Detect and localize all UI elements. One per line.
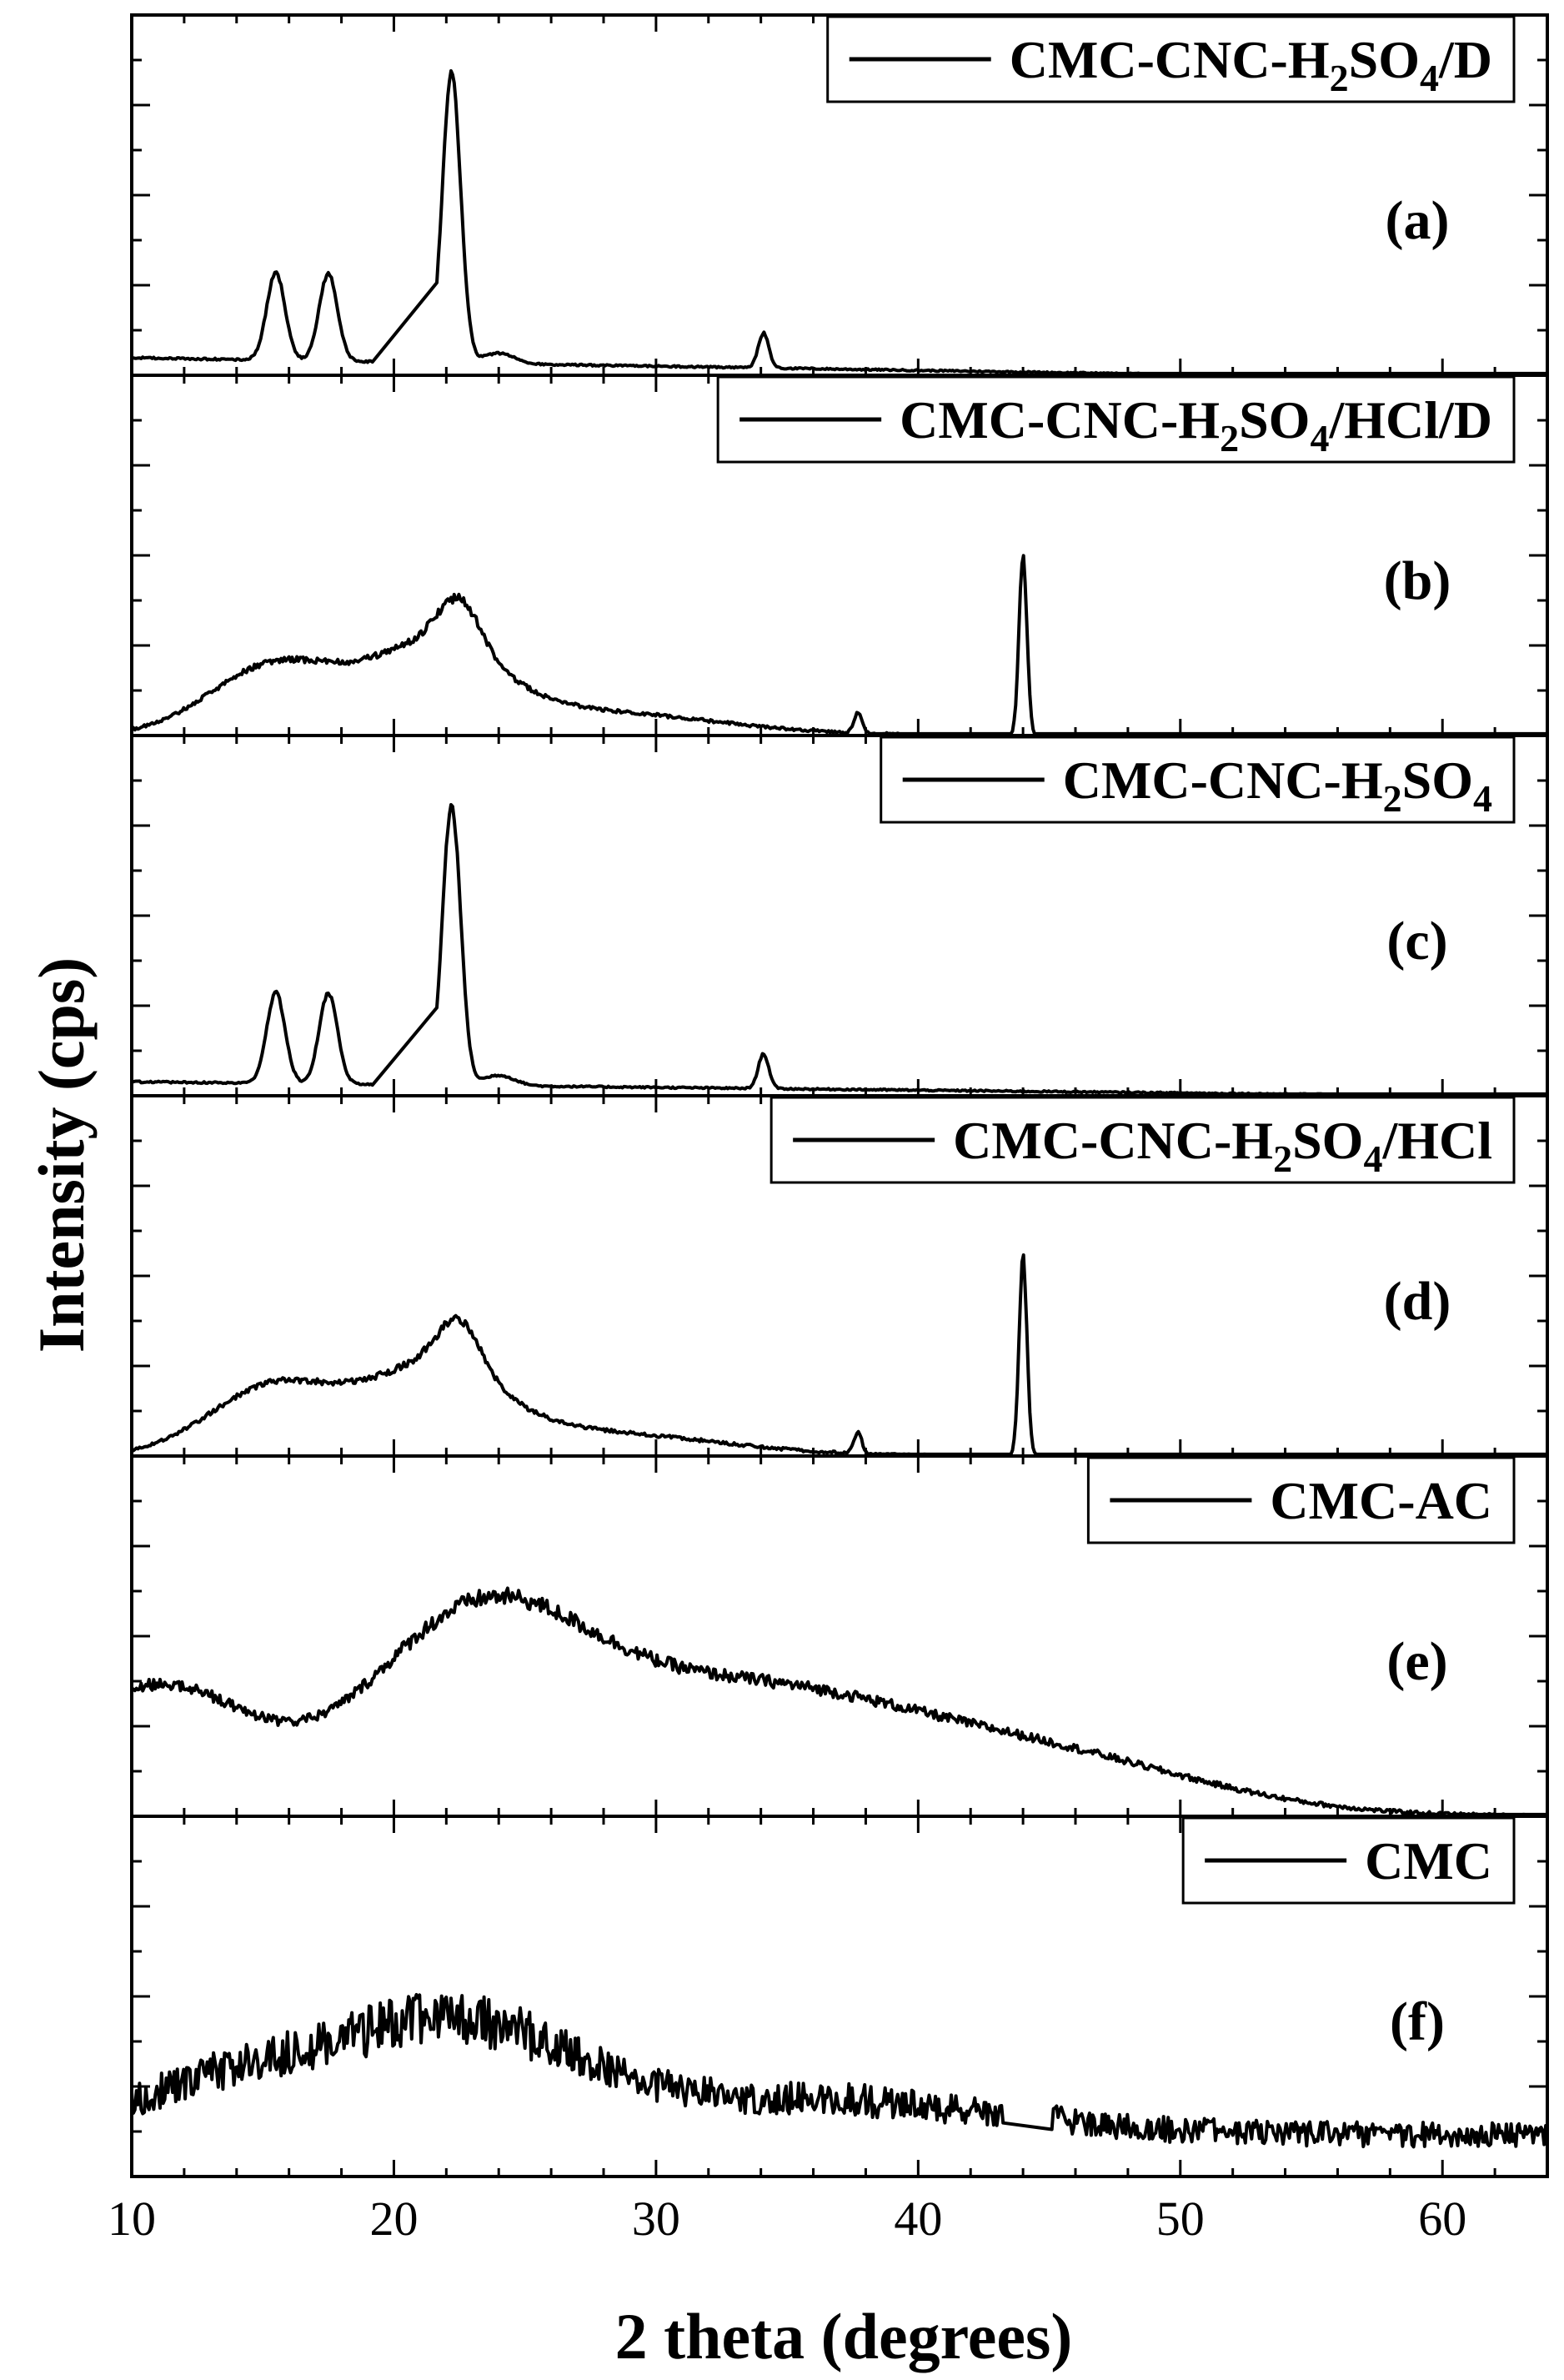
series-line-d (131, 1253, 1548, 1456)
y-axis-title: Intensity (cps) (25, 957, 98, 1353)
panel-f: CMC (f) (130, 1815, 1549, 2178)
x-tick-label: 40 (894, 2192, 942, 2246)
panel-a: CMC-CNC-H2SO4/D (a) (130, 13, 1549, 377)
series-line-b (130, 554, 1548, 736)
panels-layer: CMC-CNC-H2SO4/D (a) CMC-CNC-H2SO4/HCl/D (b)… (130, 13, 1549, 2178)
series-line-e (130, 1586, 1548, 1816)
panel-label-d: (d) (1384, 1271, 1451, 1332)
x-tick-label: 50 (1156, 2192, 1205, 2246)
series-line-f (130, 1992, 1549, 2149)
panel-label-c: (c) (1386, 911, 1447, 972)
x-tick-label: 30 (632, 2192, 680, 2246)
x-tick-label: 20 (369, 2192, 418, 2246)
x-axis: 10 20 30 40 50 60 (108, 2192, 1466, 2246)
panel-b: CMC-CNC-H2SO4/HCl/D (b) (130, 374, 1549, 737)
legend-label: CMC-CNC-H2SO4/HCl/D (900, 390, 1492, 459)
x-axis-title: 2 theta (degrees) (615, 2300, 1073, 2372)
series-line-a (131, 69, 1548, 375)
legend-c: CMC-CNC-H2SO4 (880, 736, 1516, 824)
panel-label-a: (a) (1386, 190, 1450, 251)
panel-label-b: (b) (1384, 550, 1451, 611)
panel-c: CMC-CNC-H2SO4 (c) (130, 734, 1549, 1097)
series-line-c (131, 803, 1548, 1096)
legend-label: CMC-CNC-H2SO4 (1063, 751, 1492, 820)
x-tick-label: 60 (1418, 2192, 1466, 2246)
x-tick-label: 10 (108, 2192, 156, 2246)
legend-f: CMC (1181, 1816, 1516, 1905)
legend-a: CMC-CNC-H2SO4/D (826, 15, 1516, 103)
panel-d: CMC-CNC-H2SO4/HCl (d) (130, 1094, 1549, 1458)
legend-label: CMC-CNC-H2SO4/HCl (953, 1111, 1492, 1180)
legend-d: CMC-CNC-H2SO4/HCl (769, 1096, 1516, 1184)
legend-label: CMC (1365, 1831, 1492, 1890)
legend-e: CMC-AC (1086, 1456, 1516, 1544)
panel-e: CMC-AC (e) (130, 1454, 1549, 1818)
legend-label: CMC-AC (1270, 1471, 1492, 1530)
legend-label: CMC-CNC-H2SO4/D (1010, 30, 1492, 99)
panel-label-e: (e) (1386, 1631, 1447, 1692)
legend-b: CMC-CNC-H2SO4/HCl/D (716, 375, 1516, 464)
panel-label-f: (f) (1390, 1991, 1445, 2052)
